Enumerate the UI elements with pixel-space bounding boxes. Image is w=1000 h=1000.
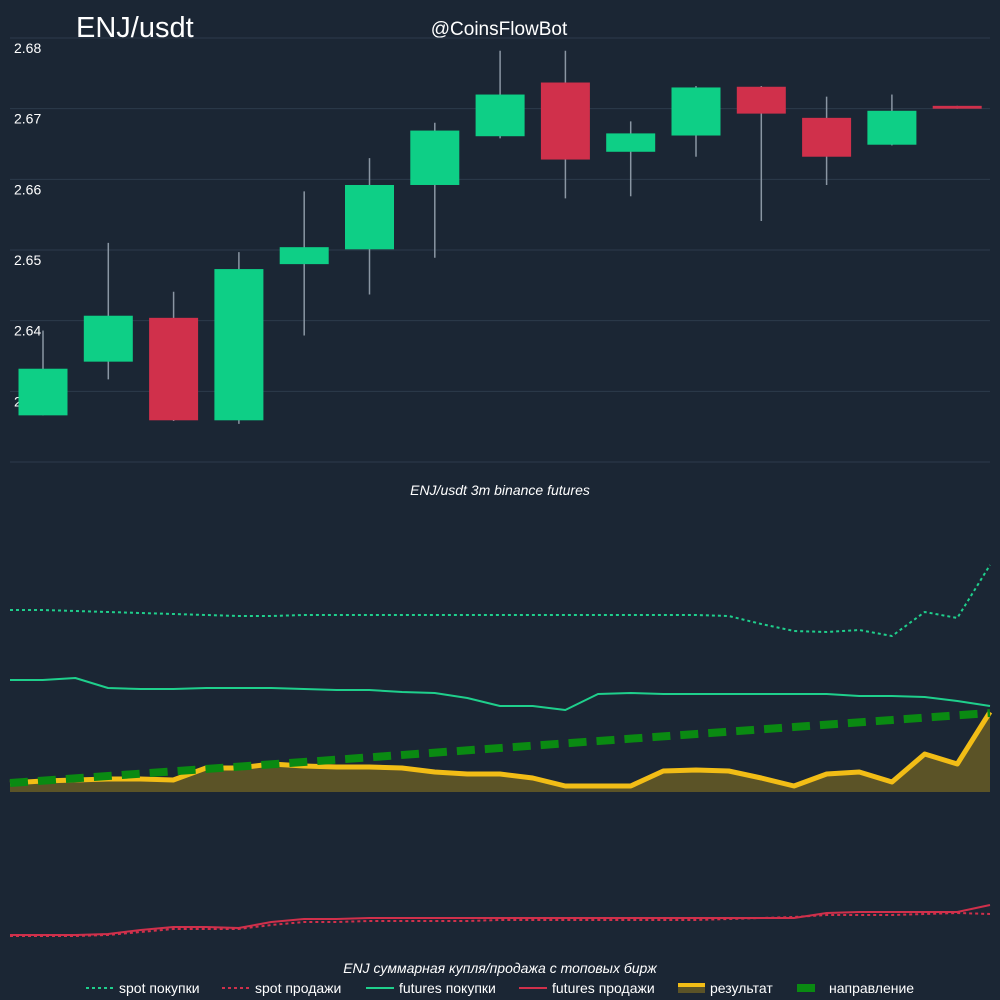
- candle-body: [83, 315, 133, 362]
- chart-title: ENJ/usdt: [76, 12, 194, 44]
- candle-body: [736, 86, 786, 114]
- legend-label: spot покупки: [119, 980, 200, 996]
- y-tick-label: 2.66: [14, 181, 41, 197]
- candle-body: [475, 94, 525, 137]
- legend-swatch: [678, 983, 705, 993]
- candle-body: [18, 368, 68, 416]
- y-tick-label: 2.68: [14, 40, 41, 56]
- legend-label: spot продажи: [255, 980, 341, 996]
- candle-body: [410, 130, 460, 185]
- candle-body: [214, 269, 264, 421]
- candle-body: [540, 82, 590, 160]
- legend-swatch: [678, 983, 705, 987]
- chart-title: ENJ суммарная купля/продажа с топовых би…: [343, 960, 658, 976]
- chart-subtitle: @CoinsFlowBot: [431, 19, 568, 40]
- area: [10, 712, 990, 792]
- y-tick-label: 2.65: [14, 252, 41, 268]
- candle-body: [867, 110, 917, 145]
- y-tick-label: 2.67: [14, 111, 41, 127]
- candle-body: [802, 117, 852, 157]
- series-line: [9, 710, 993, 789]
- y-tick-label: 2.64: [14, 323, 41, 339]
- candle-body: [149, 317, 199, 421]
- legend-label: результат: [710, 980, 773, 996]
- series-line: [10, 564, 991, 637]
- candle-body: [345, 184, 394, 250]
- series-line: [10, 912, 991, 937]
- series-line: [10, 904, 991, 936]
- candle-body: [606, 133, 656, 152]
- series-line: [9, 709, 991, 787]
- x-axis-label: ENJ/usdt 3m binance futures: [410, 482, 590, 498]
- candle-body: [671, 87, 721, 136]
- candle-body: [279, 247, 329, 265]
- series-line: [10, 677, 991, 711]
- candle-body: [932, 105, 982, 109]
- legend-label: futures продажи: [552, 980, 655, 996]
- legend-label: направление: [829, 980, 914, 996]
- legend-label: futures покупки: [399, 980, 496, 996]
